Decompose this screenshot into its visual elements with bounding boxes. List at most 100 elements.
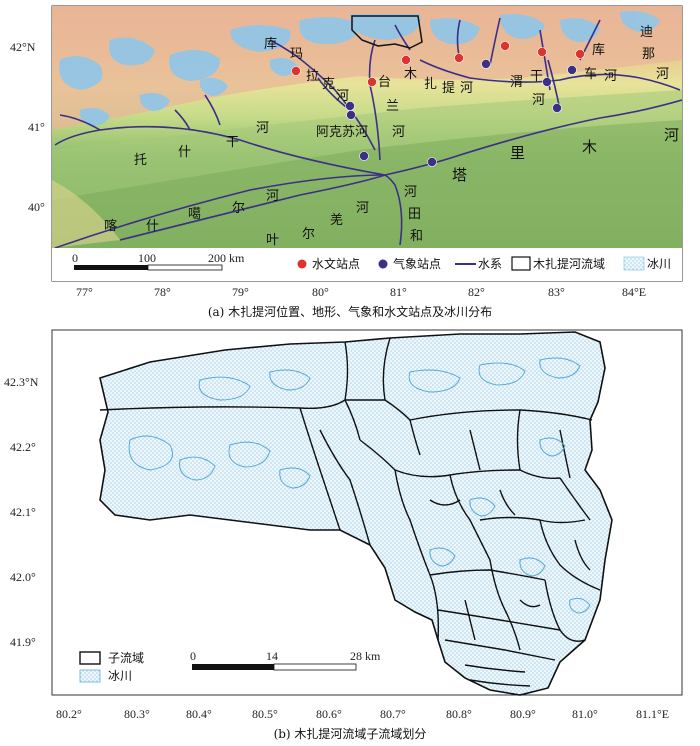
legend-glacier-symbol-b [79,669,101,683]
legend-basin-symbol [511,256,531,271]
river-label: 河 [656,67,669,82]
svg-text:200 km: 200 km [208,251,245,265]
glacier-outlines [128,357,591,614]
legend-glacier-symbol [623,256,645,271]
svg-text:0: 0 [72,251,78,265]
river-label: 库 [264,36,277,52]
svg-text:42.0°: 42.0° [10,570,36,584]
legend-meteo-label: 气象站点 [393,256,441,271]
river-label: 干 [530,69,543,84]
panel-a-caption: (a) 木扎提河位置、地形、气象和水文站点及冰川分布 [208,304,492,319]
legend-subbasin-symbol [79,651,101,665]
river-label: 迪 [640,25,653,40]
svg-text:41°: 41° [28,120,45,134]
svg-text:42.2°: 42.2° [10,440,36,454]
svg-text:81.0°: 81.0° [572,707,598,721]
river-label: 那 [642,47,655,62]
muzati-basin-outline [351,15,423,49]
river-label: 河 [336,89,349,104]
svg-text:82°: 82° [468,285,485,299]
svg-text:80.9°: 80.9° [510,707,536,721]
sub-basin-boundaries [99,337,601,687]
svg-text:77°: 77° [76,285,93,299]
panel-b-y-ticks: 42.3°N 42.2° 42.1° 42.0° 41.9° [4,375,39,649]
basin-outline-b [99,331,613,696]
svg-text:80.6°: 80.6° [316,707,342,721]
panel-a-x-ticks: 77° 78° 79° 80° 81° 82° 83° 84°E [76,285,646,299]
river-label: 什 [146,219,159,234]
river-label: 里 [510,144,525,162]
svg-text:80.5°: 80.5° [252,707,278,721]
river-label: 托 [134,153,147,168]
svg-text:100: 100 [138,251,156,265]
legend-a: 水文站点 气象站点 水系 木扎提河流域 冰川 [297,256,671,271]
river-label: 台 [378,75,391,90]
river-label: 和 [410,229,423,244]
river-label: 河 [256,121,269,136]
svg-text:42°N: 42°N [10,40,36,54]
river-label: 河 [460,81,473,96]
river-label: 车 [584,66,597,82]
svg-text:80.4°: 80.4° [186,707,212,721]
svg-text:14: 14 [266,649,278,663]
svg-text:0: 0 [190,649,196,663]
panel-a-map: 库 玛 拉 克 河 台 兰 河 木 扎 提 河 渭 干 河 库 车 河 迪 那 [10,5,683,319]
svg-text:81.1°E: 81.1°E [636,707,669,721]
river-label: 渭 [510,75,523,90]
river-label: 干 [226,135,239,150]
river-label: 噶 [188,207,201,222]
river-label: 羌 [330,213,343,228]
river-label: 玛 [290,47,303,62]
river-label: 喀 [104,218,117,234]
legend-meteo-symbol [378,259,388,269]
river-label: 克 [322,77,335,92]
legend-subbasin-label: 子流域 [108,651,144,665]
river-labels: 库 玛 拉 克 河 台 兰 河 木 扎 提 河 渭 干 河 库 车 河 迪 那 [104,25,679,248]
river-label: 库 [592,42,605,58]
panel-b-map: 子流域 冰川 0 14 28 km 80.2° 80.3° 80.4° 80.5… [4,329,683,741]
legend-b: 子流域 冰川 [79,651,144,683]
river-label: 木 [582,138,597,156]
svg-text:28 km: 28 km [350,649,381,663]
river-label: 兰 [386,99,399,114]
river-label: 河 [532,93,545,108]
svg-text:80.8°: 80.8° [446,707,472,721]
svg-text:78°: 78° [154,285,171,299]
legend-hydro-symbol [297,259,307,269]
scale-bar-b: 0 14 28 km [190,649,381,671]
svg-text:80.7°: 80.7° [380,707,406,721]
svg-text:42.1°: 42.1° [10,505,36,519]
terrain-layer: 库 玛 拉 克 河 台 兰 河 木 扎 提 河 渭 干 河 库 车 河 迪 那 [52,6,682,248]
svg-text:83°: 83° [548,285,565,299]
legend-glacier-label-b: 冰川 [108,669,132,683]
river-label: 拉 [306,69,319,84]
meteo-stations [345,59,577,167]
panel-b-caption: (b) 木扎提河流域子流域划分 [274,726,427,741]
svg-text:79°: 79° [232,285,249,299]
river-label: 尔 [232,201,245,216]
scale-bar-a: 0 100 200 km [52,248,682,281]
river-label: 提 [442,80,455,96]
legend-basin-label: 木扎提河流域 [533,256,605,271]
legend-hydro-label: 水文站点 [312,256,360,271]
svg-text:84°E: 84°E [622,285,646,299]
svg-text:80.3°: 80.3° [124,707,150,721]
river-label: 河 [664,126,679,144]
svg-text:81°: 81° [390,285,407,299]
svg-text:80°: 80° [312,285,329,299]
svg-text:41.9°: 41.9° [10,635,36,649]
svg-text:40°: 40° [28,200,45,214]
river-label: 木 [404,67,417,82]
river-label: 阿克苏河 [316,124,368,140]
svg-text:42.3°N: 42.3°N [4,375,39,389]
hydro-stations [291,41,585,87]
river-label: 河 [266,189,279,204]
river-label: 河 [604,69,617,84]
river-label: 河 [392,125,405,140]
svg-text:80.2°: 80.2° [56,707,82,721]
river-label: 扎 [424,77,437,92]
river-label: 叶 [266,233,279,248]
panel-b-x-ticks: 80.2° 80.3° 80.4° 80.5° 80.6° 80.7° 80.8… [56,707,669,721]
river-label: 田 [408,207,421,222]
